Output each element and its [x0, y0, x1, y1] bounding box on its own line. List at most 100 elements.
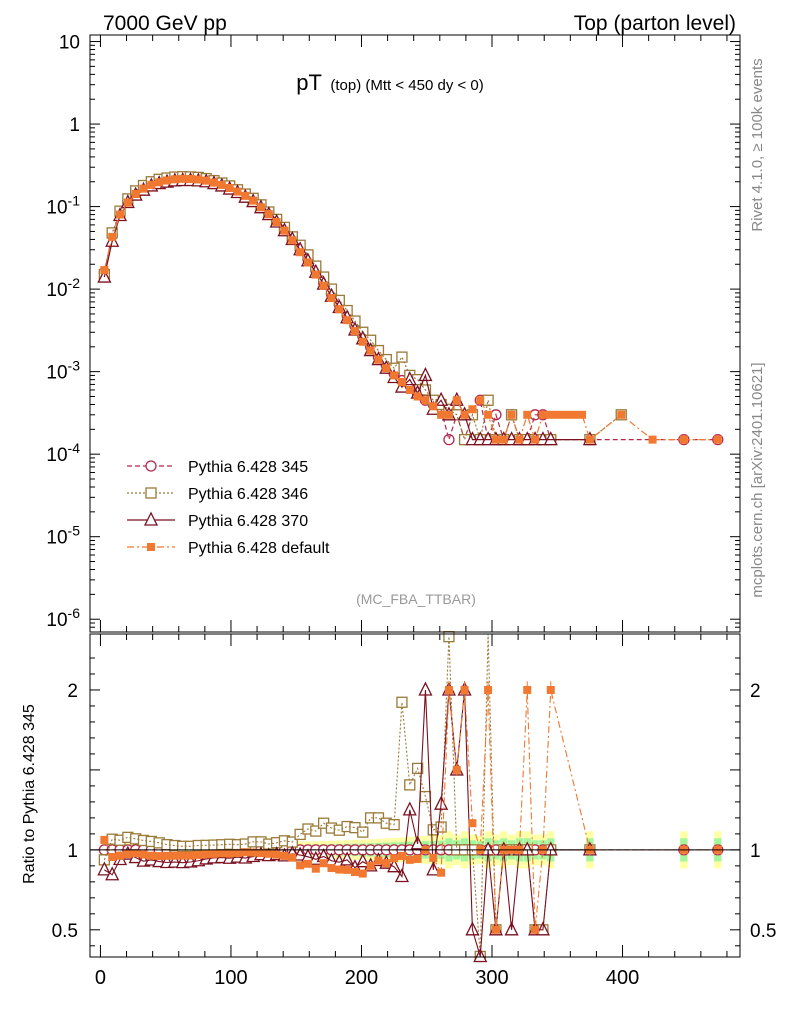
x-tick-label: 200 — [345, 967, 378, 989]
data-point — [194, 175, 203, 184]
axes-layer — [89, 34, 741, 958]
x-tick-label: 400 — [606, 967, 639, 989]
data-point — [233, 848, 242, 857]
data-point — [397, 377, 406, 386]
data-point — [531, 435, 540, 444]
data-point — [147, 851, 156, 860]
x-tick-label: 100 — [214, 967, 247, 989]
data-point — [163, 851, 172, 860]
ratio-frame — [89, 633, 741, 958]
legend-label: Pythia 6.428 345 — [188, 459, 308, 476]
data-point — [374, 355, 383, 364]
x-tick-label: 300 — [475, 967, 508, 989]
data-point — [327, 864, 336, 873]
data-point — [531, 925, 540, 934]
data-point — [319, 859, 328, 868]
data-point — [249, 196, 258, 205]
data-point — [523, 685, 532, 694]
main-frame — [89, 34, 741, 633]
data-point — [402, 801, 417, 816]
data-point — [394, 378, 409, 393]
data-point — [335, 865, 344, 874]
plot-title-main: pT — [296, 70, 322, 95]
data-point — [443, 433, 455, 446]
data-point — [648, 435, 657, 444]
data-point — [482, 394, 494, 406]
mcplots-label: mcplots.cern.ch [arXiv:2401.10621] — [749, 362, 766, 597]
data-point — [421, 396, 430, 405]
data-point — [303, 859, 312, 868]
data-point — [186, 851, 195, 860]
y-tick-label: 10-5 — [46, 523, 80, 549]
data-point — [374, 856, 383, 865]
data-point — [585, 435, 594, 444]
data-point — [170, 851, 179, 860]
y-tick-label: 10-6 — [46, 605, 80, 631]
legend-label: Pythia 6.428 346 — [188, 486, 308, 503]
data-point — [444, 410, 453, 419]
y-tick-label: 10-1 — [46, 193, 80, 219]
data-point — [217, 849, 226, 858]
series-pythia-6-428-default — [100, 174, 722, 444]
header-left: 7000 GeV pp — [103, 12, 227, 35]
data-point — [131, 190, 140, 199]
y-tick-label: 10-3 — [46, 358, 80, 384]
data-point — [434, 391, 449, 406]
ratio-line — [104, 689, 590, 957]
ratio-y-tick-label-right: 2 — [750, 681, 761, 702]
data-point — [443, 631, 455, 643]
y-tick-label: 10-4 — [46, 440, 80, 466]
data-point — [499, 435, 508, 444]
data-point — [396, 351, 408, 363]
data-point — [256, 203, 265, 212]
ratio-y-tick-label-right: 1 — [750, 841, 761, 862]
series-line — [103, 176, 718, 442]
data-point — [178, 851, 187, 860]
data-point — [280, 851, 289, 860]
data-point — [382, 859, 391, 868]
legend-marker — [145, 487, 157, 499]
data-point — [343, 865, 352, 874]
legend-marker — [147, 543, 155, 551]
ratio-y-tick-label: 2 — [67, 681, 78, 702]
data-point — [358, 869, 367, 878]
data-point — [452, 765, 461, 774]
legend-label: Pythia 6.428 default — [188, 540, 330, 557]
data-point — [131, 849, 140, 858]
series-pythia-6-428-345 — [98, 171, 724, 446]
y-tick-label: 1 — [69, 115, 80, 136]
ratio-series-1 — [98, 631, 596, 963]
data-point — [562, 410, 571, 419]
data-point — [543, 431, 558, 446]
data-point — [123, 198, 132, 207]
legend-marker — [145, 460, 157, 472]
data-point — [116, 210, 125, 219]
data-point — [280, 226, 289, 235]
data-point — [578, 410, 587, 419]
data-point — [546, 685, 555, 694]
x-tick-label: 0 — [95, 967, 106, 989]
series-line — [103, 176, 622, 442]
series-pythia-6-428-346 — [98, 171, 627, 446]
legend-label: Pythia 6.428 370 — [188, 513, 308, 530]
ratio-y-tick-label-right: 0.5 — [750, 921, 776, 942]
ratio-y-tick-label: 1 — [67, 841, 78, 862]
legend-marker — [143, 511, 159, 526]
ratio-line — [103, 633, 590, 957]
data-point — [404, 779, 416, 791]
data-point — [357, 826, 369, 838]
plot-title: pT (top) (Mtt < 450 dy < 0) — [296, 70, 484, 95]
ratio-series-3 — [100, 681, 722, 934]
ratio-line — [103, 689, 718, 930]
data-point — [340, 851, 355, 866]
data-point — [402, 371, 417, 386]
data-point — [217, 180, 226, 189]
ratio-ylabel: Ratio to Pythia 6.428 345 — [21, 704, 38, 884]
series-line — [103, 178, 718, 442]
legend: Pythia 6.428 345 Pythia 6.428 346 Pythia 6… — [127, 459, 330, 557]
y-tick-label: 10 — [59, 33, 80, 54]
data-point — [202, 850, 211, 859]
data-point — [288, 236, 297, 245]
data-point — [163, 176, 172, 185]
